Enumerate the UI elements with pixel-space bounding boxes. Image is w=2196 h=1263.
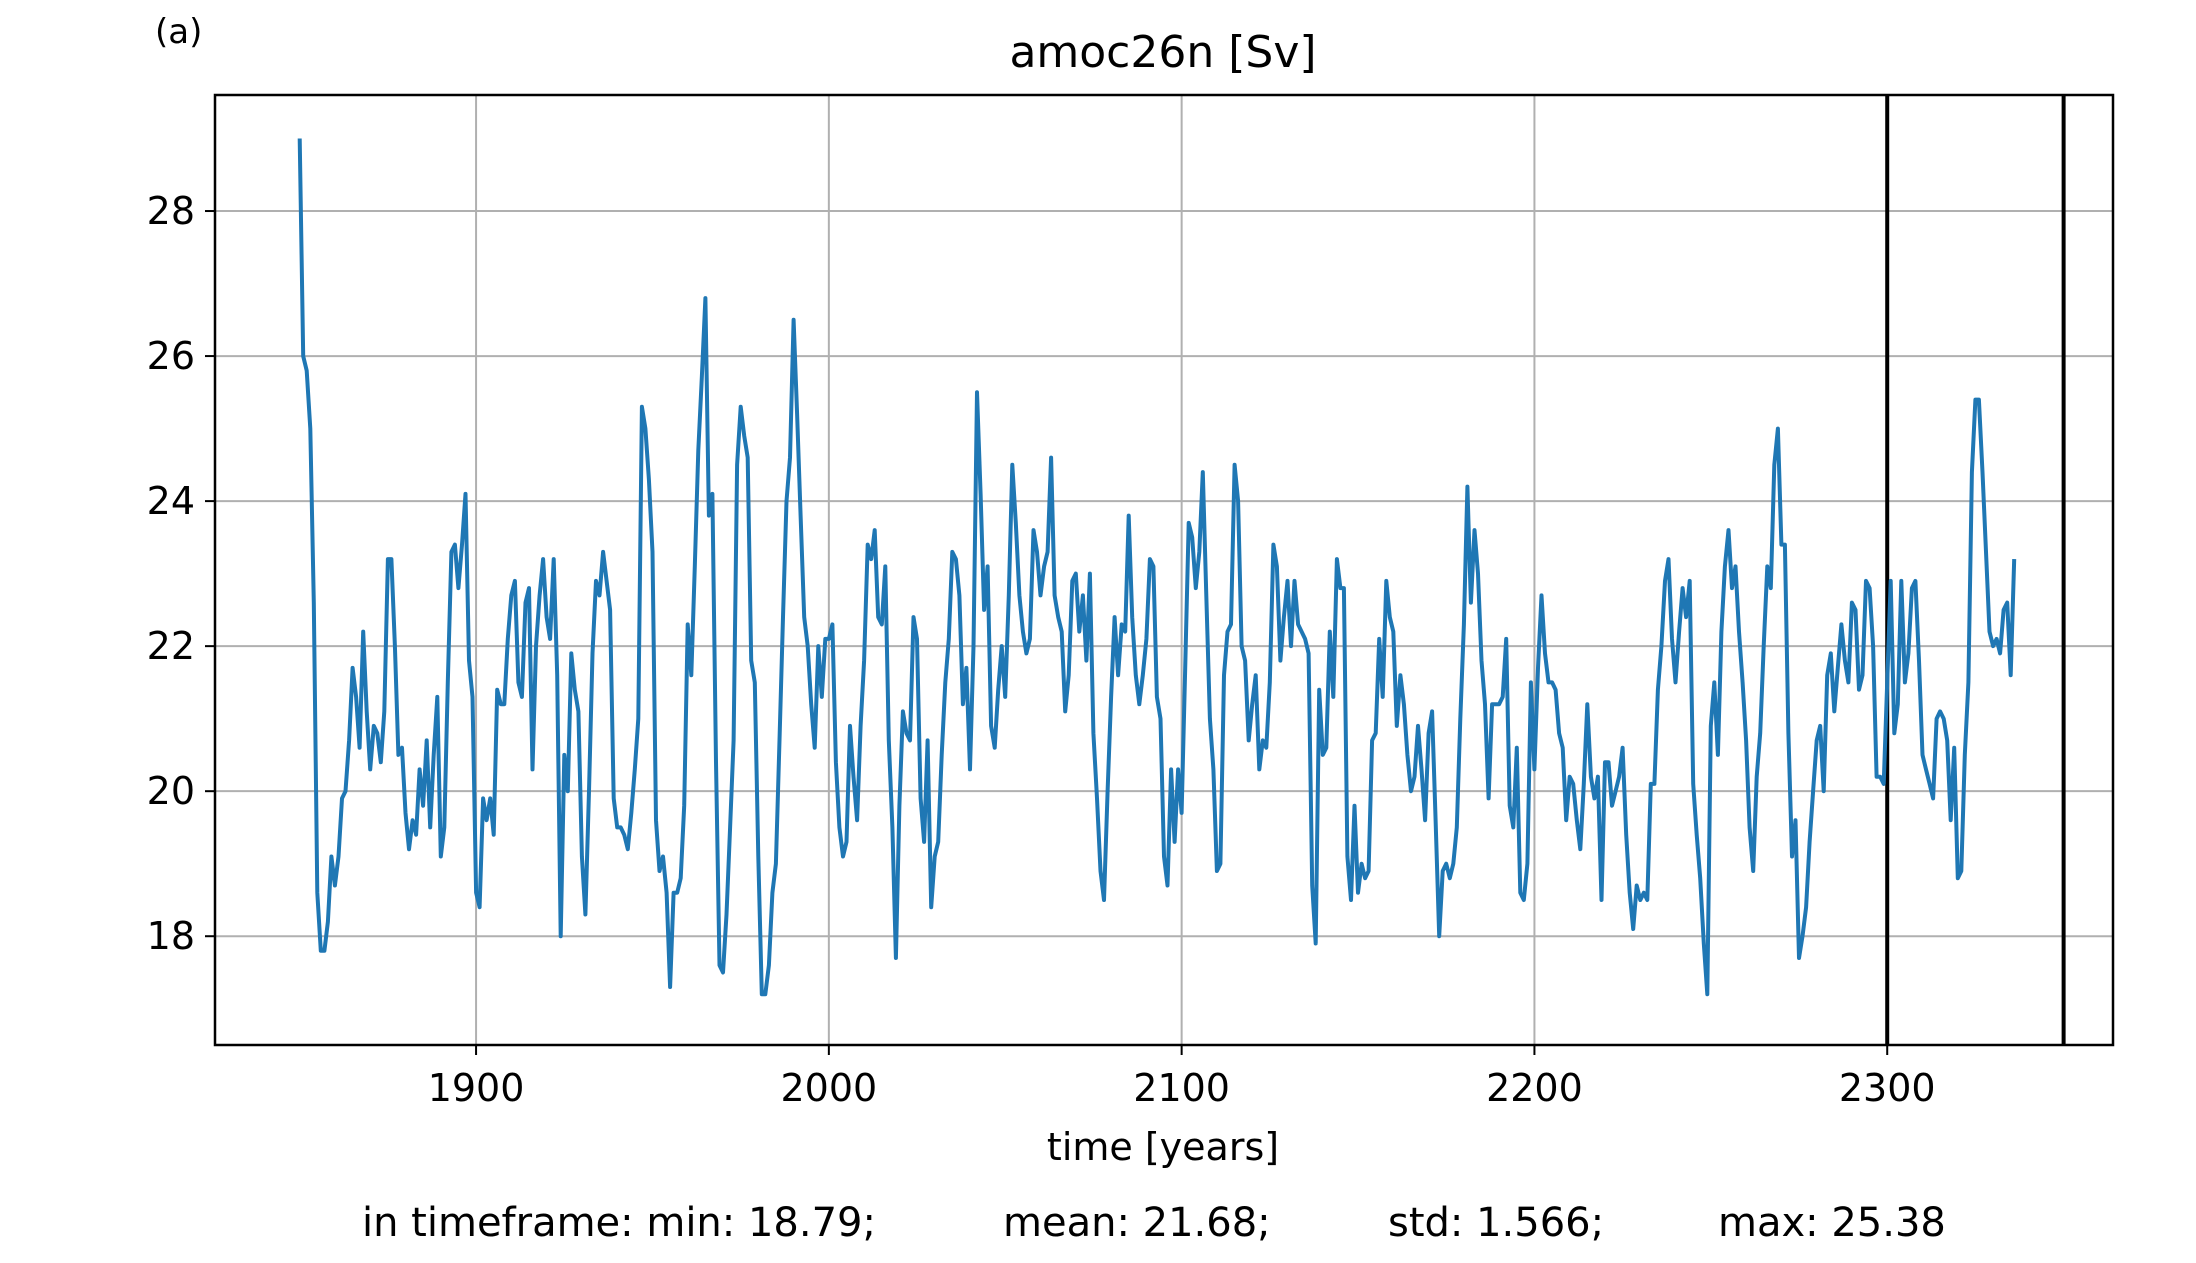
y-tick-label: 28 bbox=[147, 189, 195, 233]
y-tick-label: 24 bbox=[147, 479, 195, 523]
marker-lines bbox=[1885, 95, 2066, 1045]
series-line bbox=[297, 138, 2017, 997]
stat-std: std: 1.566; bbox=[1388, 1200, 1605, 1246]
x-tick-label: 2300 bbox=[1839, 1066, 1936, 1110]
x-tick-label: 2200 bbox=[1486, 1066, 1583, 1110]
x-tick-label: 2000 bbox=[780, 1066, 877, 1110]
x-tick-label: 1900 bbox=[428, 1066, 525, 1110]
stat-mean: mean: 21.68; bbox=[1003, 1200, 1271, 1246]
x-tick-label: 2100 bbox=[1133, 1066, 1230, 1110]
y-tick-label: 26 bbox=[147, 334, 195, 378]
stat-max: max: 25.38 bbox=[1718, 1200, 1946, 1246]
y-tick-label: 22 bbox=[147, 624, 195, 668]
axis-ticks: 1900 2000 2100 2200 2300 18 20 22 24 26 28 bbox=[147, 189, 1936, 1110]
stat-min: in timeframe: min: 18.79; bbox=[362, 1200, 876, 1246]
y-tick-label: 18 bbox=[147, 914, 195, 958]
plot-frame bbox=[213, 93, 2115, 1047]
x-axis-label: time [years] bbox=[1047, 1125, 1279, 1169]
chart-title: amoc26n [Sv] bbox=[1009, 27, 1316, 78]
panel-label: (a) bbox=[155, 12, 203, 52]
grid-lines bbox=[215, 95, 2113, 1045]
y-tick-label: 20 bbox=[147, 769, 195, 813]
